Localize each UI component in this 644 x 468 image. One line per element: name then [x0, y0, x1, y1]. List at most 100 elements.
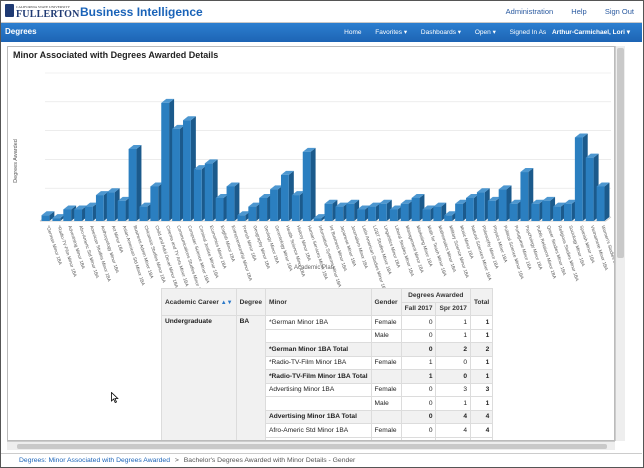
bar-top[interactable] [389, 205, 403, 210]
bar[interactable] [542, 200, 551, 221]
bar[interactable] [411, 197, 420, 221]
bar-top[interactable] [433, 202, 447, 207]
bar-top[interactable] [487, 196, 501, 201]
bar-top[interactable] [139, 202, 153, 207]
degree-header[interactable]: Degree [235, 288, 266, 316]
bar-top[interactable] [85, 202, 98, 207]
bar-top[interactable] [324, 199, 338, 204]
bar-top[interactable] [215, 193, 229, 198]
bar-top[interactable] [346, 199, 360, 204]
favorites-menu[interactable]: Favorites ▾ [375, 29, 408, 36]
bar[interactable] [128, 149, 137, 221]
bar[interactable] [553, 206, 561, 221]
bar-top[interactable] [237, 211, 251, 216]
bar[interactable] [531, 203, 540, 221]
bar-top[interactable] [183, 116, 196, 121]
bar[interactable] [487, 200, 496, 221]
bar[interactable] [433, 206, 442, 221]
bar-top[interactable] [280, 170, 294, 175]
bar[interactable] [596, 186, 605, 221]
bar-top[interactable] [531, 199, 545, 204]
bar-top[interactable] [226, 182, 240, 187]
spring-header[interactable]: Spr 2017 [435, 301, 471, 316]
fall-header[interactable]: Fall 2017 [400, 301, 437, 316]
bar-top[interactable] [411, 193, 425, 198]
bar-top[interactable] [95, 191, 109, 196]
bar-top[interactable] [553, 202, 566, 207]
bar[interactable] [563, 203, 572, 221]
vertical-scrollbar[interactable] [615, 46, 625, 441]
horizontal-scrollbar[interactable] [7, 441, 615, 450]
bar-top[interactable] [444, 211, 458, 216]
bar-top[interactable] [259, 193, 273, 198]
bar-top[interactable] [466, 193, 479, 198]
bar[interactable] [389, 209, 398, 221]
bar-top[interactable] [150, 182, 164, 187]
bar[interactable] [248, 206, 257, 221]
bar-top[interactable] [248, 202, 262, 207]
bar[interactable] [291, 195, 300, 221]
bar-top[interactable] [270, 185, 283, 190]
bar-side[interactable] [604, 182, 610, 221]
bar[interactable] [422, 209, 431, 221]
bar[interactable] [226, 186, 235, 221]
help-link[interactable]: Help [571, 7, 587, 16]
bar[interactable] [498, 189, 507, 221]
bar-top[interactable] [106, 188, 120, 193]
bar[interactable] [117, 200, 126, 221]
bar-top[interactable] [63, 205, 77, 210]
horizontal-scroll-thumb[interactable] [17, 444, 607, 449]
bar-top[interactable] [161, 98, 175, 103]
bar[interactable] [574, 137, 583, 221]
bar[interactable] [455, 203, 463, 221]
bar-top[interactable] [204, 159, 218, 164]
bar[interactable] [74, 209, 83, 221]
bar-top[interactable] [476, 188, 490, 193]
bar[interactable] [172, 128, 180, 221]
bar[interactable] [313, 218, 322, 221]
bar-top[interactable] [378, 199, 392, 204]
bar[interactable] [335, 206, 344, 221]
user-menu[interactable]: Arthur-Carmichael, Lori ▾ [551, 29, 630, 36]
bar[interactable] [466, 197, 474, 221]
bar-top[interactable] [117, 196, 131, 201]
bar[interactable] [520, 172, 529, 221]
vertical-scroll-thumb[interactable] [617, 48, 624, 258]
bar-top[interactable] [368, 202, 381, 207]
university-logo[interactable]: CALIFORNIA STATE UNIVERSITY FULLERTON [5, 4, 79, 21]
career-header[interactable]: Academic Career ▲▼ [161, 288, 237, 316]
bar-top[interactable] [574, 133, 588, 138]
bar-top[interactable] [41, 211, 55, 216]
bar-top[interactable] [302, 147, 316, 152]
dashboards-menu[interactable]: Dashboards ▾ [420, 29, 462, 36]
bar[interactable] [237, 215, 246, 221]
gender-header[interactable]: Gender [370, 288, 402, 316]
bar[interactable] [150, 186, 159, 221]
bar[interactable] [106, 192, 115, 221]
bar-side[interactable] [136, 145, 142, 221]
bar[interactable] [270, 189, 278, 221]
bar[interactable] [444, 215, 453, 221]
bar-top[interactable] [193, 165, 207, 170]
bar-top[interactable] [172, 124, 185, 129]
bar[interactable] [139, 206, 148, 221]
bar[interactable] [95, 195, 104, 221]
bar[interactable] [585, 157, 594, 221]
bar-top[interactable] [509, 199, 523, 204]
bar[interactable] [52, 218, 61, 221]
bar[interactable] [357, 209, 366, 221]
bar-top[interactable] [357, 205, 371, 210]
bar[interactable] [183, 120, 191, 221]
minor-header[interactable]: Minor [264, 288, 372, 316]
bar-top[interactable] [596, 182, 610, 187]
bar-side[interactable] [234, 182, 240, 221]
bar-top[interactable] [313, 214, 327, 219]
sort-arrows-icon[interactable]: ▲▼ [220, 299, 233, 306]
bar-side[interactable] [49, 211, 55, 221]
bar-top[interactable] [291, 191, 305, 196]
bar-side[interactable] [310, 147, 316, 221]
bar[interactable] [85, 206, 93, 221]
bar[interactable] [509, 203, 518, 221]
bar[interactable] [280, 174, 289, 221]
bar[interactable] [259, 197, 268, 221]
